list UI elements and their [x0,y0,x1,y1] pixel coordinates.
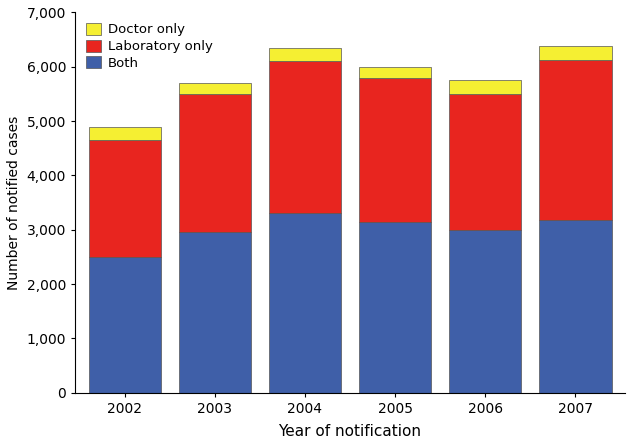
Bar [88,140,161,257]
Bar [539,60,612,220]
Bar [359,67,431,78]
Legend: Doctor only, Laboratory only, Both: Doctor only, Laboratory only, Both [82,19,217,74]
Bar [269,48,341,62]
X-axis label: Year of notification: Year of notification [279,424,422,439]
Bar [449,230,521,392]
Bar [269,62,341,214]
Bar [269,214,341,392]
Bar [539,46,612,60]
Bar [179,83,251,94]
Bar [88,127,161,140]
Bar [179,232,251,392]
Bar [179,94,251,232]
Bar [539,220,612,392]
Bar [359,78,431,222]
Bar [88,257,161,392]
Bar [449,80,521,94]
Bar [449,94,521,230]
Y-axis label: Number of notified cases: Number of notified cases [7,116,21,290]
Bar [359,222,431,392]
